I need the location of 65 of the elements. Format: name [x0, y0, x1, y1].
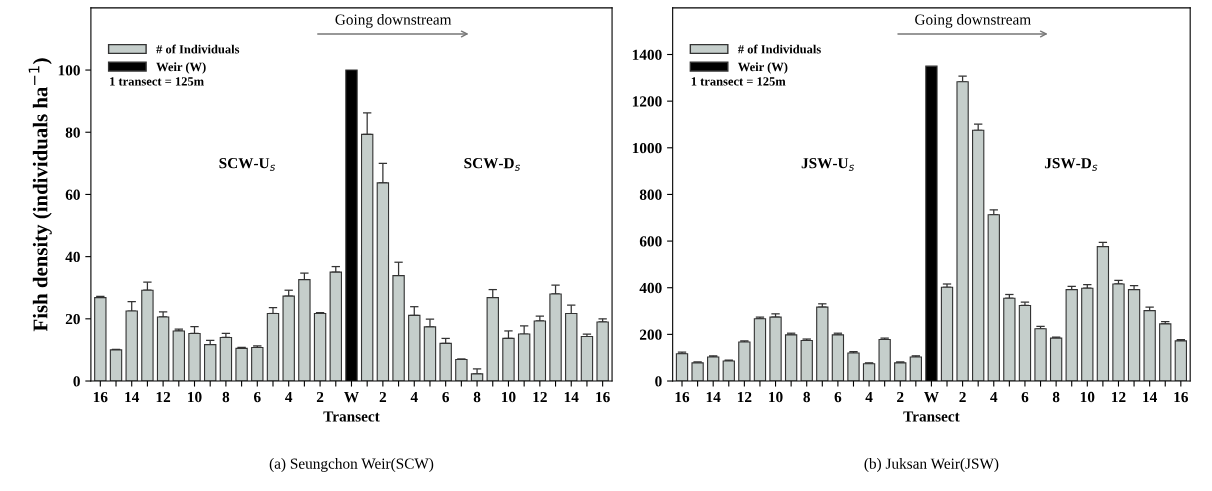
x-tick-label: 6: [834, 391, 842, 403]
text: (b) Juksan Weir(JSW): [864, 458, 999, 472]
x-tick-label: 12: [533, 391, 547, 403]
y-tick-label: 400: [639, 282, 662, 294]
annotation: SCW-D$_{s}$: [464, 158, 521, 171]
y-tick-label: 0: [73, 376, 80, 387]
x-tick-label: 2: [316, 391, 324, 403]
x-tick-label: 14: [1143, 391, 1158, 403]
legend-label: Weir (W): [156, 62, 206, 74]
x-tick-label: 16: [93, 391, 108, 403]
y-tick-label: 1200: [632, 96, 662, 107]
y-tick-label: 40: [65, 251, 80, 263]
x-tick-label: 8: [222, 391, 230, 403]
x-tick-label: 2: [379, 391, 387, 403]
x-tick-label: 16: [1174, 391, 1189, 403]
x-tick-label: 4: [285, 391, 293, 403]
y-tick-label: 100: [58, 65, 80, 76]
annotation: Going downstream: [915, 13, 1031, 28]
y-tick-label: 0: [655, 376, 662, 387]
x-tick-label: 12: [737, 391, 752, 403]
x-tick-label: 14: [564, 391, 579, 403]
y-tick-label: 60: [65, 189, 80, 200]
y-tick-label: 1000: [632, 142, 662, 154]
x-tick-label: 8: [1052, 391, 1060, 403]
x-tick-label: 10: [1080, 391, 1095, 403]
y-tick-label: 800: [639, 189, 662, 200]
x-tick-label: 14: [706, 391, 721, 403]
x-tick-label: 4: [990, 391, 998, 403]
legend-label: # of Individuals: [156, 44, 240, 54]
y-tick-label: 200: [639, 329, 662, 340]
x-tick-label: 10: [769, 391, 783, 403]
legend-label: Weir (W): [738, 62, 788, 74]
y-tick-label: 1400: [632, 49, 662, 60]
x-tick-label: W: [344, 392, 359, 403]
x-tick-label: W: [924, 392, 939, 403]
x-axis-title: Transect: [903, 411, 960, 422]
annotation: Going downstream: [335, 13, 452, 28]
x-tick-label: 14: [125, 391, 140, 403]
y-axis-title: Fish density (individuals ha$^{−1}$): [28, 58, 52, 332]
y-tick-label: 20: [65, 313, 80, 325]
x-tick-label: 4: [410, 391, 418, 403]
x-tick-label: 6: [1021, 391, 1029, 403]
x-axis-title: Transect: [323, 411, 380, 422]
x-tick-label: 6: [254, 391, 261, 403]
annotation: JSW-D$_{s}$: [1044, 158, 1098, 171]
x-tick-label: 2: [959, 391, 966, 403]
y-tick-label: 80: [65, 127, 80, 138]
annotation: JSW-U$_{s}$: [801, 158, 855, 171]
legend-label: # of Individuals: [738, 44, 821, 54]
x-tick-label: 4: [865, 391, 873, 403]
text: (a) Seungchon Weir(SCW): [269, 458, 434, 472]
annotation: 1 transect = 125m: [110, 77, 204, 86]
x-tick-label: 12: [156, 391, 171, 403]
x-tick-label: 6: [442, 391, 450, 403]
x-tick-label: 16: [675, 391, 690, 403]
annotation: 1 transect = 125m: [691, 77, 786, 86]
x-tick-label: 10: [188, 391, 202, 403]
x-tick-label: 8: [473, 391, 481, 403]
x-tick-label: 10: [502, 391, 516, 403]
y-tick-label: 600: [639, 236, 662, 247]
x-tick-label: 12: [1112, 391, 1126, 403]
x-tick-label: 8: [803, 391, 811, 403]
x-tick-label: 16: [596, 391, 610, 403]
x-tick-label: 2: [897, 391, 904, 403]
annotation: SCW-U$_{s}$: [219, 158, 276, 171]
